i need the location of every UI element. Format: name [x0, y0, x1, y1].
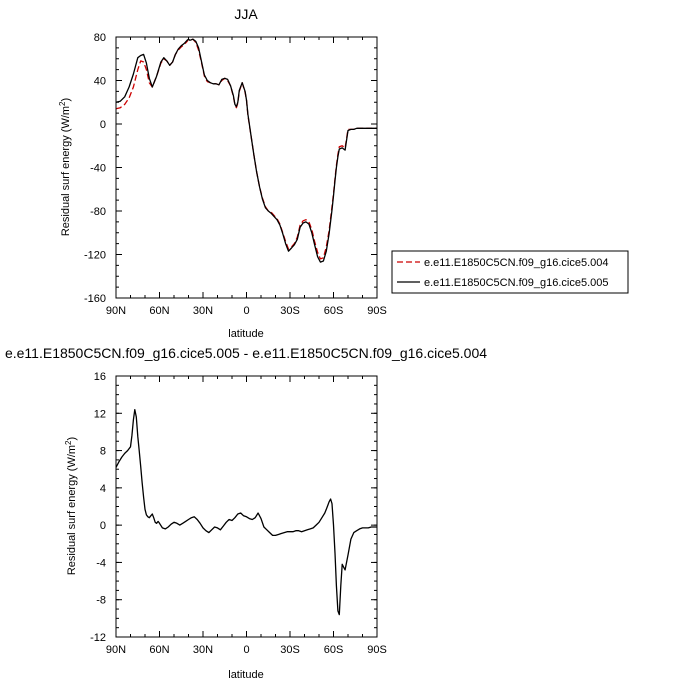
y-tick-label: 16 — [94, 371, 106, 383]
y-tick-label: 40 — [94, 76, 106, 88]
x-tick-label: 30S — [280, 305, 300, 317]
legend-box — [391, 250, 629, 294]
top-chart-title: JJA — [234, 6, 258, 22]
x-tick-label: 0 — [243, 644, 249, 656]
top-y-axis-label-units-close: ) — [60, 98, 72, 102]
series-line-1 — [115, 38, 377, 263]
legend-label-004: e.e11.E1850C5CN.f09_g16.cice5.004 — [424, 257, 609, 269]
y-tick-label: 80 — [94, 32, 106, 44]
bottom-x-tick-labels: 90N 60N 30N 0 30S 60S 90S — [106, 644, 387, 656]
x-tick-label: 60N — [149, 644, 169, 656]
bottom-ticks — [115, 375, 378, 638]
y-tick-label: 8 — [100, 446, 106, 458]
top-y-axis-label-name: Residual surf energy — [60, 135, 72, 236]
x-tick-label: 30S — [280, 644, 300, 656]
top-y-axis-label-units: (W/m — [60, 106, 72, 132]
bottom-y-tick-labels: 16 12 8 4 0 -4 -8 -12 — [90, 371, 106, 644]
y-tick-label: -12 — [90, 632, 106, 644]
y-tick-label: 0 — [100, 520, 106, 532]
top-panel: JJA 90N 60N 30N 0 30S 60S 90S 80 40 0 -40 -80 -120 -… — [58, 6, 387, 340]
bottom-panel: e.e11.E1850C5CN.f09_g16.cice5.005 - e.e1… — [5, 345, 487, 681]
x-tick-label: 60S — [324, 644, 344, 656]
series-line-0 — [115, 408, 377, 616]
y-tick-label: -160 — [84, 293, 106, 305]
top-x-tick-labels: 90N 60N 30N 0 30S 60S 90S — [106, 305, 387, 317]
y-tick-label: 0 — [100, 119, 106, 131]
y-tick-label: -4 — [96, 557, 106, 569]
y-tick-label: 12 — [94, 408, 106, 420]
x-tick-label: 60S — [324, 305, 344, 317]
legend: e.e11.E1850C5CN.f09_g16.cice5.004 e.e11.… — [391, 250, 629, 294]
bottom-y-axis-label-units-exp: 2 — [64, 440, 73, 445]
y-tick-label: -120 — [84, 250, 106, 262]
top-plot-frame — [115, 36, 378, 299]
x-tick-label: 90S — [367, 644, 387, 656]
bottom-y-axis-label-units-close: ) — [66, 437, 78, 441]
y-tick-label: 4 — [100, 483, 106, 495]
x-tick-label: 90S — [367, 305, 387, 317]
bottom-y-axis-label-name: Residual surf energy — [66, 474, 78, 575]
legend-label-005: e.e11.E1850C5CN.f09_g16.cice5.005 — [424, 277, 609, 289]
top-x-axis-label: latitude — [228, 328, 263, 340]
x-tick-label: 30N — [193, 305, 213, 317]
bottom-y-axis-label-units: (W/m — [66, 445, 78, 471]
bottom-series-layer — [115, 408, 377, 616]
top-y-axis-label-units-exp: 2 — [58, 101, 67, 106]
bottom-chart-title: e.e11.E1850C5CN.f09_g16.cice5.005 - e.e1… — [5, 345, 487, 361]
y-tick-label: -80 — [90, 206, 106, 218]
top-y-axis-label: Residual surf energy (W/m2) — [58, 98, 72, 236]
bottom-x-axis-label: latitude — [228, 669, 263, 681]
bottom-plot-frame — [115, 375, 378, 638]
x-tick-label: 30N — [193, 644, 213, 656]
y-tick-label: -8 — [96, 595, 106, 607]
y-tick-label: -40 — [90, 163, 106, 175]
top-series-layer — [115, 38, 377, 263]
series-line-0 — [115, 38, 377, 260]
top-y-tick-labels: 80 40 0 -40 -80 -120 -160 — [84, 32, 106, 305]
x-tick-label: 60N — [149, 305, 169, 317]
top-ticks — [115, 36, 378, 299]
x-tick-label: 0 — [243, 305, 249, 317]
x-tick-label: 90N — [106, 644, 126, 656]
x-tick-label: 90N — [106, 305, 126, 317]
bottom-y-axis-label: Residual surf energy (W/m2) — [64, 437, 78, 575]
